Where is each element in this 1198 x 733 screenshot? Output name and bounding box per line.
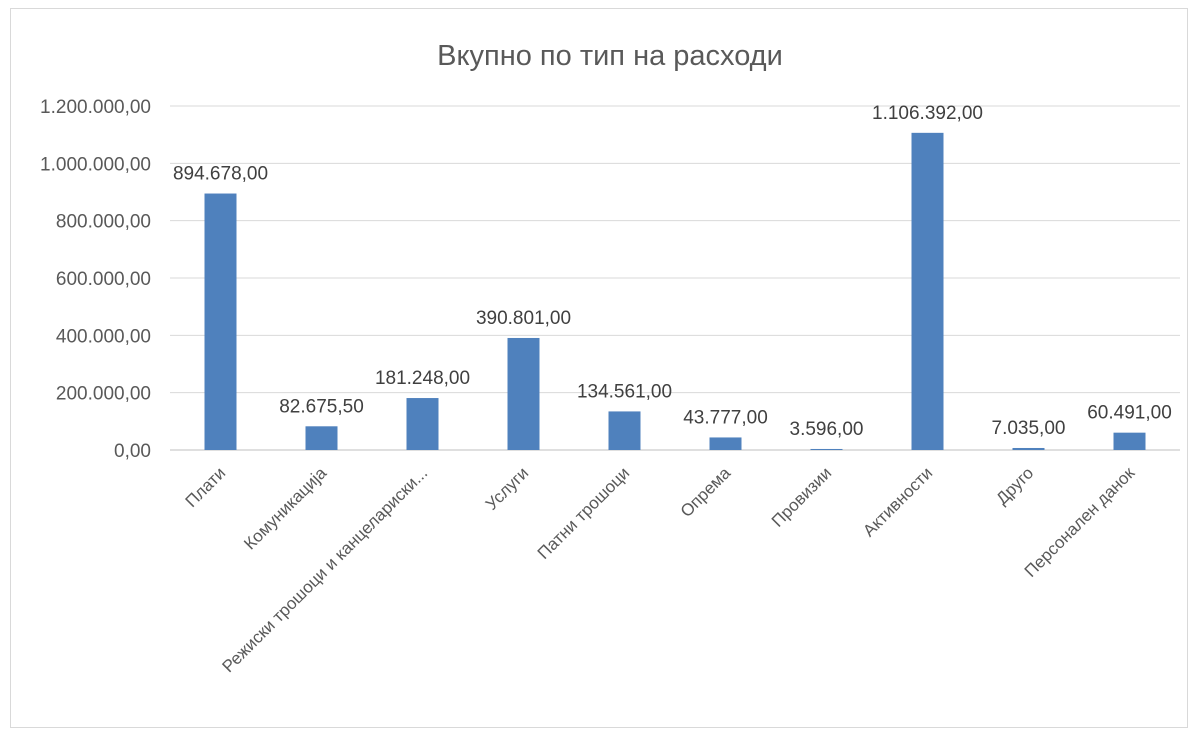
category-label: Друго (992, 463, 1037, 508)
category-label: Опрема (677, 463, 735, 521)
data-label: 82.675,50 (279, 396, 364, 417)
data-label: 43.777,00 (683, 407, 768, 428)
bar (1012, 447, 1045, 450)
chart-title: Вкупно по тип на расходи (437, 40, 783, 72)
bar (911, 132, 944, 450)
bar (608, 411, 641, 450)
bar (709, 437, 742, 450)
data-label: 181.248,00 (375, 368, 470, 389)
bar (406, 398, 439, 450)
data-label: 7.035,00 (992, 418, 1066, 439)
y-axis-ticks: 0,00 200.000,00 400.000,00 600.000,00 800.00… (40, 97, 151, 462)
bar (1113, 432, 1146, 450)
bar (507, 337, 540, 450)
bar (810, 448, 843, 450)
y-tick-label: 1.200.000,00 (40, 97, 151, 118)
data-label: 3.596,00 (790, 419, 864, 440)
bar (305, 426, 338, 450)
data-labels: 894.678,00 82.675,50 181.248,00 390.801,00 1… (173, 103, 1172, 440)
y-tick-label: 200.000,00 (56, 384, 151, 405)
data-label: 134.561,00 (577, 381, 672, 402)
y-tick-label: 0,00 (114, 441, 151, 462)
data-label: 390.801,00 (476, 308, 571, 329)
category-label: Персонален данок (1021, 463, 1139, 581)
category-label: Плати (182, 463, 230, 511)
data-label: 894.678,00 (173, 164, 268, 185)
bars (204, 132, 1146, 450)
y-tick-label: 400.000,00 (56, 326, 151, 347)
category-label: Провизии (768, 463, 835, 530)
category-label: Патни трошоци (534, 463, 634, 563)
y-tick-label: 800.000,00 (56, 212, 151, 233)
data-label: 60.491,00 (1087, 403, 1172, 424)
category-label: Комуникација (240, 463, 330, 553)
category-label: Услуги (482, 463, 532, 513)
gridlines (170, 105, 1180, 451)
bar (204, 193, 237, 450)
y-tick-label: 600.000,00 (56, 269, 151, 290)
data-label: 1.106.392,00 (872, 103, 983, 124)
category-label: Активности (859, 463, 936, 540)
category-label: Режиски трошоци и канцелариски... (219, 463, 432, 676)
y-tick-label: 1.000.000,00 (40, 154, 151, 175)
